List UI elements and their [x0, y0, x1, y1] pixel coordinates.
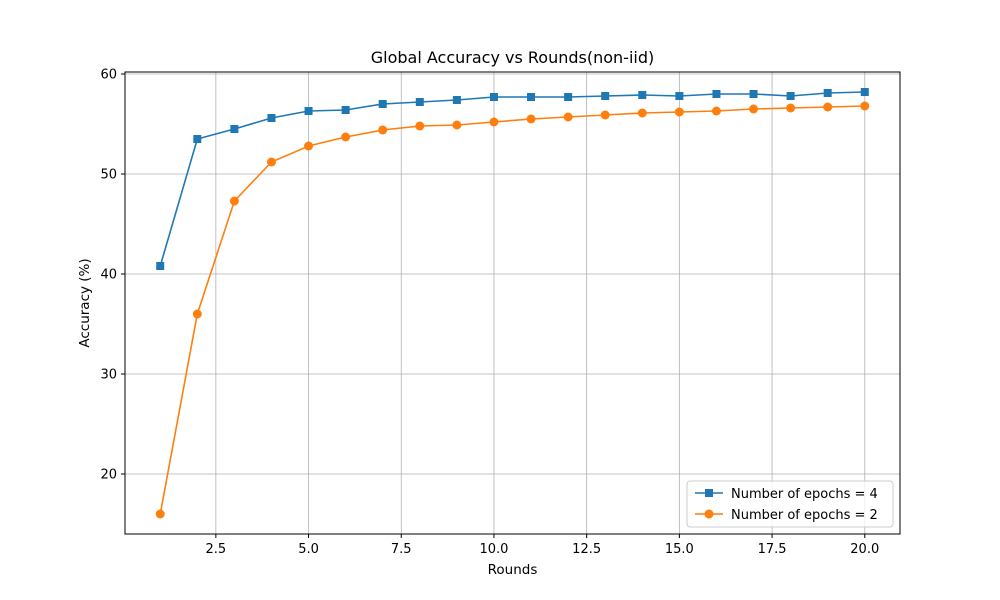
x-tick-label: 12.5: [572, 542, 601, 557]
data-point-square: [638, 91, 647, 99]
data-point-circle: [823, 102, 833, 112]
data-point-circle: [526, 114, 536, 124]
x-axis-ticks: 2.5 5.0 7.5 10.0 12.5 15.0 17.5 20.0: [206, 534, 879, 557]
data-point-circle: [304, 141, 314, 151]
series-line-epochs-2: [159, 105, 865, 515]
y-axis-label: Accuracy (%): [77, 258, 93, 347]
data-point-circle: [786, 103, 796, 113]
legend: Number of epochs = 4 Number of epochs = …: [686, 480, 894, 528]
data-point-square: [304, 107, 313, 115]
data-point-circle: [563, 112, 573, 122]
legend-frame: [686, 480, 894, 528]
data-point-square: [230, 125, 239, 133]
data-point-square: [267, 114, 276, 122]
x-tick-label: 7.5: [391, 542, 412, 557]
data-point-square: [378, 100, 387, 108]
x-axis-label: Rounds: [488, 562, 538, 578]
data-point-square: [601, 92, 610, 100]
data-point-circle: [489, 117, 499, 127]
data-point-square: [860, 88, 869, 96]
y-tick-label: 20: [100, 468, 117, 483]
data-point-square: [341, 106, 350, 114]
y-axis-ticks: 20 30 40 50 60: [100, 68, 125, 483]
data-point-circle: [749, 104, 759, 114]
y-tick-label: 30: [100, 368, 117, 383]
data-point-circle: [674, 107, 684, 117]
data-point-circle: [415, 121, 425, 131]
x-tick-label: 10.0: [479, 542, 508, 557]
grid: [125, 72, 900, 534]
plot-area-frame: [124, 71, 901, 535]
legend-marker-square: [705, 489, 713, 497]
series-line-epochs-4: [159, 91, 865, 267]
data-point-circle: [378, 125, 388, 135]
data-point-square: [675, 92, 684, 100]
data-point-square: [786, 92, 795, 100]
data-point-circle: [155, 509, 165, 519]
data-point-circle: [192, 309, 202, 319]
data-point-square: [823, 89, 832, 97]
x-tick-label: 2.5: [206, 542, 227, 557]
data-point-circle: [229, 196, 239, 206]
data-point-circle: [637, 108, 647, 118]
x-tick-label: 5.0: [298, 542, 319, 557]
x-tick-label: 17.5: [758, 542, 787, 557]
y-tick-label: 50: [100, 168, 117, 183]
series-group: [155, 88, 870, 519]
data-point-square: [749, 90, 758, 98]
data-point-square: [489, 93, 498, 101]
data-point-square: [193, 135, 202, 143]
data-point-circle: [341, 132, 351, 142]
data-point-square: [564, 93, 573, 101]
legend-marker-circle: [704, 509, 714, 519]
data-point-circle: [452, 120, 462, 130]
data-point-circle: [266, 157, 276, 167]
chart-title: Global Accuracy vs Rounds(non-iid): [371, 48, 654, 67]
data-point-square: [527, 93, 536, 101]
data-point-square: [452, 96, 461, 104]
data-point-square: [415, 98, 424, 106]
data-point-circle: [860, 101, 870, 111]
x-tick-label: 15.0: [665, 542, 694, 557]
legend-label-epochs-2: Number of epochs = 2: [731, 508, 878, 523]
data-point-circle: [711, 106, 721, 116]
data-point-circle: [600, 110, 610, 120]
data-point-square: [156, 262, 165, 270]
data-point-square: [712, 90, 721, 98]
y-tick-label: 60: [100, 68, 117, 83]
x-tick-label: 20.0: [850, 542, 879, 557]
legend-label-epochs-4: Number of epochs = 4: [731, 487, 878, 502]
y-tick-label: 40: [100, 268, 117, 283]
